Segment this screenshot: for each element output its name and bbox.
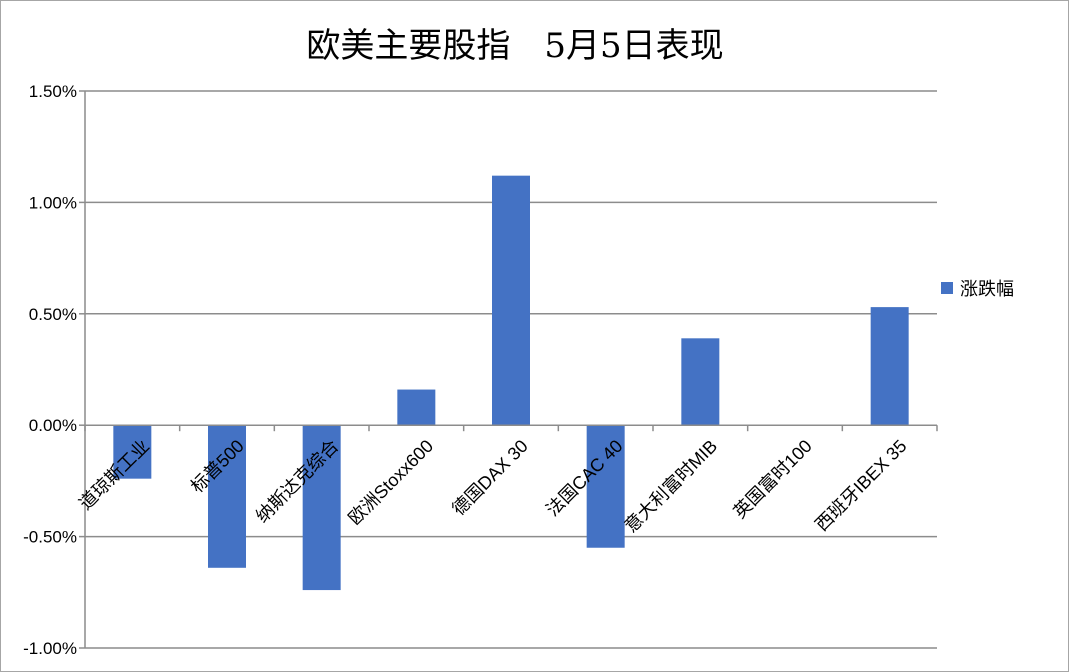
category-label: 欧洲Stoxx600 [344, 436, 437, 529]
y-tick-label: 1.50% [29, 82, 77, 101]
bar [586, 425, 625, 548]
category-label: 西班牙IBEX 35 [811, 436, 910, 535]
y-tick-label: 1.00% [29, 193, 77, 212]
y-tick-label: -0.50% [23, 528, 77, 547]
category-labels: 道琼斯工业 标普500 纳斯达克综合 欧洲Stoxx600 德国DAX 30 法国CAC … [75, 436, 910, 536]
category-label: 英国富时100 [730, 436, 816, 522]
bar [681, 338, 720, 426]
bar [492, 175, 530, 426]
chart-title: 欧美主要股指 5月5日表现 [306, 26, 723, 66]
bar [302, 425, 341, 591]
bar [113, 425, 152, 479]
legend-swatch [941, 282, 953, 294]
bar [208, 425, 246, 568]
bars [113, 175, 909, 591]
y-tick-label: 0.50% [29, 305, 77, 324]
axes [84, 91, 938, 648]
bar [397, 389, 436, 426]
y-tick-label: -1.00% [23, 639, 77, 658]
category-label: 意大利富时MIB [621, 436, 721, 536]
y-tick-labels: 1.50% 1.00% 0.50% 0.00% -0.50% -1.00% [23, 82, 77, 658]
bar [870, 307, 909, 426]
y-tick-label: 0.00% [29, 416, 77, 435]
legend: 涨跌幅 [941, 279, 1014, 299]
category-label: 德国DAX 30 [448, 436, 531, 519]
legend-label: 涨跌幅 [960, 279, 1014, 299]
